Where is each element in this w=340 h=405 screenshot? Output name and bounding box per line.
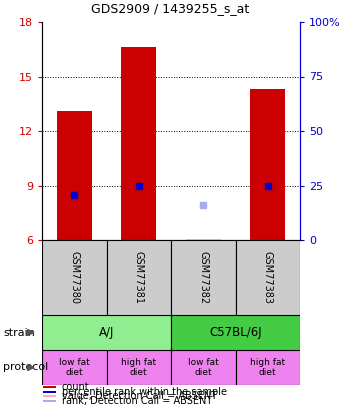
Bar bbox=[121, 47, 156, 240]
Bar bbox=[236, 240, 300, 315]
Bar bbox=[106, 240, 171, 315]
Text: high fat
diet: high fat diet bbox=[121, 358, 156, 377]
Text: GSM77380: GSM77380 bbox=[69, 251, 79, 304]
Bar bbox=[171, 350, 236, 385]
Text: GSM77383: GSM77383 bbox=[263, 251, 273, 304]
Text: high fat
diet: high fat diet bbox=[250, 358, 285, 377]
Text: count: count bbox=[62, 382, 89, 392]
Bar bbox=[43, 386, 56, 388]
Text: rank, Detection Call = ABSENT: rank, Detection Call = ABSENT bbox=[62, 396, 212, 405]
Text: GSM77381: GSM77381 bbox=[134, 251, 144, 304]
Text: GDS2909 / 1439255_s_at: GDS2909 / 1439255_s_at bbox=[91, 2, 249, 15]
Bar bbox=[43, 399, 56, 402]
Bar bbox=[56, 111, 92, 240]
Bar bbox=[43, 395, 56, 397]
Bar bbox=[186, 239, 221, 240]
Bar bbox=[171, 240, 236, 315]
Bar bbox=[42, 350, 106, 385]
Bar bbox=[106, 350, 171, 385]
Text: value, Detection Call = ABSENT: value, Detection Call = ABSENT bbox=[62, 391, 217, 401]
Bar bbox=[43, 390, 56, 393]
Bar bbox=[250, 89, 286, 240]
Bar bbox=[42, 240, 106, 315]
Text: percentile rank within the sample: percentile rank within the sample bbox=[62, 387, 227, 397]
Text: C57BL/6J: C57BL/6J bbox=[209, 326, 262, 339]
Text: strain: strain bbox=[3, 328, 35, 337]
Text: low fat
diet: low fat diet bbox=[188, 358, 219, 377]
Text: low fat
diet: low fat diet bbox=[59, 358, 90, 377]
Bar bbox=[236, 350, 300, 385]
Bar bbox=[171, 315, 300, 350]
Text: protocol: protocol bbox=[3, 362, 48, 373]
Bar bbox=[42, 315, 171, 350]
Text: GSM77382: GSM77382 bbox=[198, 251, 208, 304]
Text: A/J: A/J bbox=[99, 326, 114, 339]
